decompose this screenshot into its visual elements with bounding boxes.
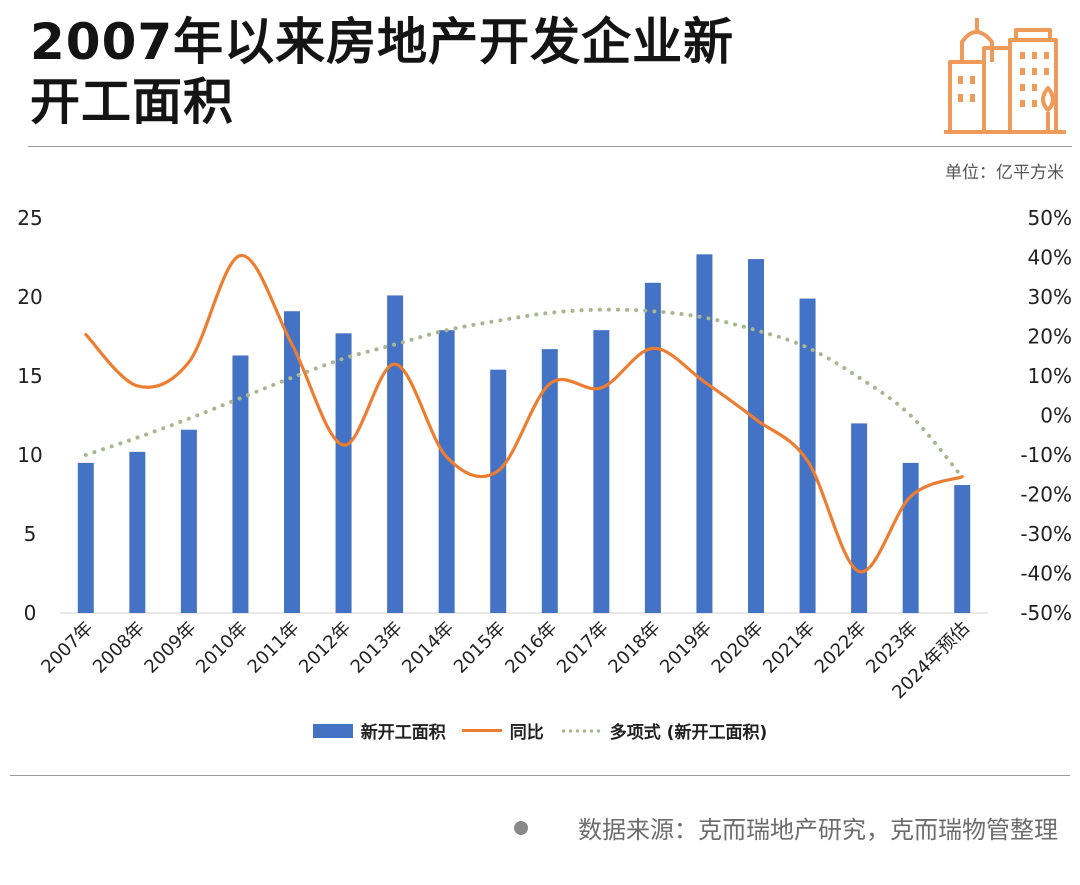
bar bbox=[490, 369, 507, 613]
y-right-tick-label: 10% bbox=[1028, 364, 1072, 388]
bar bbox=[180, 429, 197, 613]
footer-divider bbox=[10, 775, 1070, 776]
x-tick-label: 2009年 bbox=[140, 618, 200, 678]
source-text: 数据来源：克而瑞地产研究，克而瑞物管整理 bbox=[578, 816, 1058, 844]
x-tick-label: 2007年 bbox=[37, 618, 97, 678]
x-tick-label: 2017年 bbox=[553, 618, 613, 678]
source-note: 数据来源：克而瑞地产研究，克而瑞物管整理 bbox=[514, 810, 1058, 845]
trendline bbox=[83, 307, 965, 480]
y-right-tick-label: -30% bbox=[1020, 522, 1072, 546]
title-line-2: 开工面积 bbox=[30, 73, 234, 131]
bullet-dot-icon bbox=[514, 820, 528, 835]
x-tick-label: 2015年 bbox=[450, 618, 510, 678]
bar bbox=[387, 295, 404, 613]
bar bbox=[748, 259, 764, 613]
legend-swatch-bar bbox=[312, 723, 353, 738]
y-right-tick-label: 0% bbox=[1040, 404, 1072, 428]
y-right-tick-label: -20% bbox=[1020, 483, 1072, 507]
legend-label-area: 新开工面积 bbox=[360, 723, 446, 743]
y-left-tick-label: 25 bbox=[17, 206, 42, 230]
bar bbox=[902, 462, 919, 613]
legend-item-trend: 多项式 (新开工面积) bbox=[559, 718, 768, 743]
bar bbox=[335, 333, 352, 613]
bar bbox=[696, 254, 713, 613]
bar bbox=[129, 451, 146, 613]
yoy-line bbox=[84, 253, 964, 574]
x-tick-label: 2019年 bbox=[656, 618, 716, 678]
y-right-tick-label: 20% bbox=[1028, 325, 1072, 349]
y-right-tick-label: 30% bbox=[1028, 285, 1072, 309]
title-divider bbox=[28, 146, 1072, 147]
city-buildings-icon bbox=[944, 18, 1066, 134]
y-left-tick-label: 15 bbox=[17, 364, 42, 388]
x-tick-label: 2021年 bbox=[759, 618, 819, 678]
x-tick-label: 2016年 bbox=[501, 618, 561, 678]
bar bbox=[232, 355, 249, 613]
x-tick-label: 2022年 bbox=[811, 618, 871, 678]
x-tick-label: 2011年 bbox=[244, 618, 304, 678]
page-title: 2007年以来房地产开发企业新 开工面积 bbox=[30, 12, 890, 132]
bar bbox=[799, 298, 816, 613]
y-right-tick-label: -50% bbox=[1020, 601, 1072, 625]
bar bbox=[644, 282, 661, 613]
legend: 新开工面积 同比 多项式 (新开工面积) bbox=[0, 718, 1080, 743]
bar bbox=[851, 423, 868, 613]
bar bbox=[593, 330, 610, 613]
legend-item-area: 新开工面积 bbox=[312, 718, 446, 743]
y-left-tick-label: 0 bbox=[24, 601, 37, 625]
x-tick-label: 2008年 bbox=[89, 618, 149, 678]
title-line-1: 2007年以来房地产开发企业新 bbox=[30, 13, 735, 71]
bar bbox=[541, 349, 558, 613]
bar bbox=[438, 330, 455, 613]
legend-label-yoy: 同比 bbox=[509, 723, 544, 743]
y-left-tick-label: 20 bbox=[17, 285, 42, 309]
y-right-tick-label: -10% bbox=[1020, 443, 1072, 467]
x-tick-label: 2020年 bbox=[708, 618, 768, 678]
x-tick-label: 2018年 bbox=[604, 618, 664, 678]
legend-swatch-trend bbox=[559, 728, 602, 733]
y-right-tick-label: 50% bbox=[1028, 206, 1072, 230]
x-tick-label: 2010年 bbox=[192, 618, 252, 678]
legend-item-yoy: 同比 bbox=[461, 718, 544, 743]
x-tick-label: 2013年 bbox=[347, 618, 407, 678]
x-tick-label: 2014年 bbox=[398, 618, 458, 678]
bar bbox=[954, 485, 971, 613]
legend-label-trend: 多项式 (新开工面积) bbox=[609, 723, 768, 743]
bar bbox=[77, 462, 94, 613]
legend-swatch-line bbox=[461, 729, 502, 732]
y-left-tick-label: 10 bbox=[17, 443, 42, 467]
chart: 0 5 10 15 20 25 -50% -40% -30% -20% -10% 0% 10% 20% 30… bbox=[17, 206, 1072, 703]
y-right-tick-label: -40% bbox=[1020, 562, 1072, 586]
y-right-tick-label: 40% bbox=[1028, 246, 1072, 270]
unit-label: 单位：亿平方米 bbox=[945, 163, 1064, 183]
bar bbox=[284, 311, 300, 613]
y-left-tick-label: 5 bbox=[24, 522, 37, 546]
x-tick-label: 2012年 bbox=[295, 618, 355, 678]
